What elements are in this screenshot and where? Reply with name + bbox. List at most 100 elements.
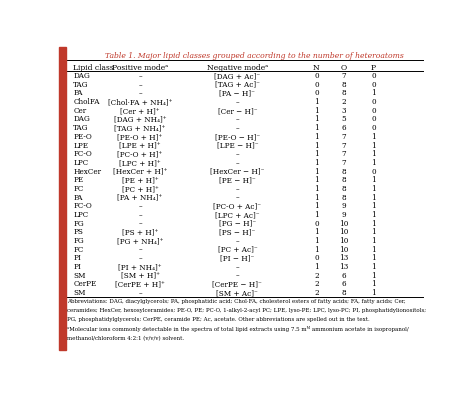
Text: Abbreviations: DAG, diacylglycerols; PA, phosphatidic acid; Chol·FA, cholesterol: Abbreviations: DAG, diacylglycerols; PA,… xyxy=(67,299,406,304)
Text: Positive modeᵃ: Positive modeᵃ xyxy=(112,64,168,72)
Text: 2: 2 xyxy=(342,98,346,106)
Text: 13: 13 xyxy=(339,263,348,271)
Text: 2: 2 xyxy=(314,289,319,297)
Text: 1: 1 xyxy=(314,116,319,123)
Text: –: – xyxy=(236,159,239,167)
Text: [Chol·FA + NH₄]⁺: [Chol·FA + NH₄]⁺ xyxy=(108,98,173,106)
Text: SM: SM xyxy=(73,272,86,279)
Text: [PA − H]⁻: [PA − H]⁻ xyxy=(219,90,255,97)
Text: PG: PG xyxy=(73,237,84,245)
Text: –: – xyxy=(236,272,239,279)
Text: 0: 0 xyxy=(371,98,376,106)
Text: [DAG + Ac]⁻: [DAG + Ac]⁻ xyxy=(214,72,261,80)
Text: [PE-O − H]⁻: [PE-O − H]⁻ xyxy=(215,133,260,141)
Text: DAG: DAG xyxy=(73,72,90,80)
Text: –: – xyxy=(138,254,142,262)
Text: [CerPE + H]⁺: [CerPE + H]⁺ xyxy=(115,280,165,288)
Text: [Cer − H]⁻: [Cer − H]⁻ xyxy=(218,107,257,115)
Text: –: – xyxy=(236,116,239,123)
Text: 1: 1 xyxy=(371,246,376,253)
Text: 1: 1 xyxy=(371,263,376,271)
Text: PA: PA xyxy=(73,90,82,97)
Text: 8: 8 xyxy=(342,193,346,202)
Text: 0: 0 xyxy=(371,116,376,123)
Text: Lipid class: Lipid class xyxy=(73,64,114,72)
Text: 0: 0 xyxy=(314,81,319,89)
Text: 1: 1 xyxy=(371,176,376,184)
Text: CerPE: CerPE xyxy=(73,280,97,288)
Text: 7: 7 xyxy=(342,72,346,80)
Text: 1: 1 xyxy=(314,246,319,253)
Text: [CerPE − H]⁻: [CerPE − H]⁻ xyxy=(212,280,262,288)
Text: LPC: LPC xyxy=(73,159,89,167)
Text: 0: 0 xyxy=(371,167,376,176)
Text: 1: 1 xyxy=(371,150,376,158)
Text: [PI + NH₄]⁺: [PI + NH₄]⁺ xyxy=(118,263,162,271)
Text: TAG: TAG xyxy=(73,81,89,89)
Text: 1: 1 xyxy=(314,159,319,167)
Text: [HexCer + H]⁺: [HexCer + H]⁺ xyxy=(113,167,167,176)
Text: 1: 1 xyxy=(314,185,319,193)
Text: [SM + Ac]⁻: [SM + Ac]⁻ xyxy=(217,289,258,297)
Text: –: – xyxy=(138,72,142,80)
Text: P: P xyxy=(371,64,376,72)
Text: –: – xyxy=(236,150,239,158)
Text: [LPC + H]⁺: [LPC + H]⁺ xyxy=(119,159,161,167)
Text: –: – xyxy=(236,185,239,193)
Text: [HexCer − H]⁻: [HexCer − H]⁻ xyxy=(210,167,264,176)
Text: DAG: DAG xyxy=(73,116,90,123)
Text: Cer: Cer xyxy=(73,107,86,115)
Text: 1: 1 xyxy=(371,272,376,279)
Text: PS: PS xyxy=(73,228,83,236)
Text: 0: 0 xyxy=(314,72,319,80)
Text: [PC-O + Ac]⁻: [PC-O + Ac]⁻ xyxy=(213,202,262,210)
Text: [PS + H]⁺: [PS + H]⁺ xyxy=(122,228,158,236)
Text: PE-O: PE-O xyxy=(73,133,92,141)
Text: TAG: TAG xyxy=(73,124,89,132)
Text: [LPE − H]⁻: [LPE − H]⁻ xyxy=(217,141,258,149)
Text: 8: 8 xyxy=(342,176,346,184)
Text: 1: 1 xyxy=(314,237,319,245)
Text: [SM + H]⁺: [SM + H]⁺ xyxy=(120,272,160,279)
Text: 1: 1 xyxy=(314,124,319,132)
Text: 7: 7 xyxy=(342,150,346,158)
Text: 8: 8 xyxy=(342,289,346,297)
Text: [LPE + H]⁺: [LPE + H]⁺ xyxy=(119,141,161,149)
Text: 5: 5 xyxy=(342,116,346,123)
Text: 0: 0 xyxy=(371,72,376,80)
Text: 9: 9 xyxy=(342,202,346,210)
Text: 2: 2 xyxy=(314,280,319,288)
Text: –: – xyxy=(236,237,239,245)
Text: –: – xyxy=(138,81,142,89)
Text: 6: 6 xyxy=(342,280,346,288)
Text: 0: 0 xyxy=(371,124,376,132)
Text: 1: 1 xyxy=(371,280,376,288)
Text: [PG − H]⁻: [PG − H]⁻ xyxy=(219,220,256,228)
Text: [TAG + Ac]⁻: [TAG + Ac]⁻ xyxy=(215,81,260,89)
Text: 1: 1 xyxy=(314,263,319,271)
Text: PC-O: PC-O xyxy=(73,202,92,210)
Text: PI: PI xyxy=(73,263,81,271)
Text: [PS − H]⁻: [PS − H]⁻ xyxy=(219,228,255,236)
Text: PA: PA xyxy=(73,193,82,202)
Text: 1: 1 xyxy=(371,141,376,149)
Text: 6: 6 xyxy=(342,272,346,279)
Text: 1: 1 xyxy=(371,90,376,97)
Text: 0: 0 xyxy=(314,254,319,262)
Text: –: – xyxy=(138,211,142,219)
Text: –: – xyxy=(138,246,142,253)
Bar xyxy=(59,47,66,350)
Text: 8: 8 xyxy=(342,167,346,176)
Text: [PE − H]⁻: [PE − H]⁻ xyxy=(219,176,256,184)
Text: PC: PC xyxy=(73,246,83,253)
Text: Table 1. Major lipid classes grouped according to the number of heteroatoms: Table 1. Major lipid classes grouped acc… xyxy=(105,52,403,60)
Text: 1: 1 xyxy=(314,167,319,176)
Text: [Cer + H]⁺: [Cer + H]⁺ xyxy=(120,107,160,115)
Text: [PC + H]⁺: [PC + H]⁺ xyxy=(122,185,158,193)
Text: 0: 0 xyxy=(314,220,319,228)
Text: 10: 10 xyxy=(339,220,349,228)
Text: PI: PI xyxy=(73,254,81,262)
Text: ᵃMolecular ions commonly detectable in the spectra of total lipid extracts using: ᵃMolecular ions commonly detectable in t… xyxy=(67,327,409,332)
Text: 1: 1 xyxy=(314,202,319,210)
Text: 9: 9 xyxy=(342,211,346,219)
